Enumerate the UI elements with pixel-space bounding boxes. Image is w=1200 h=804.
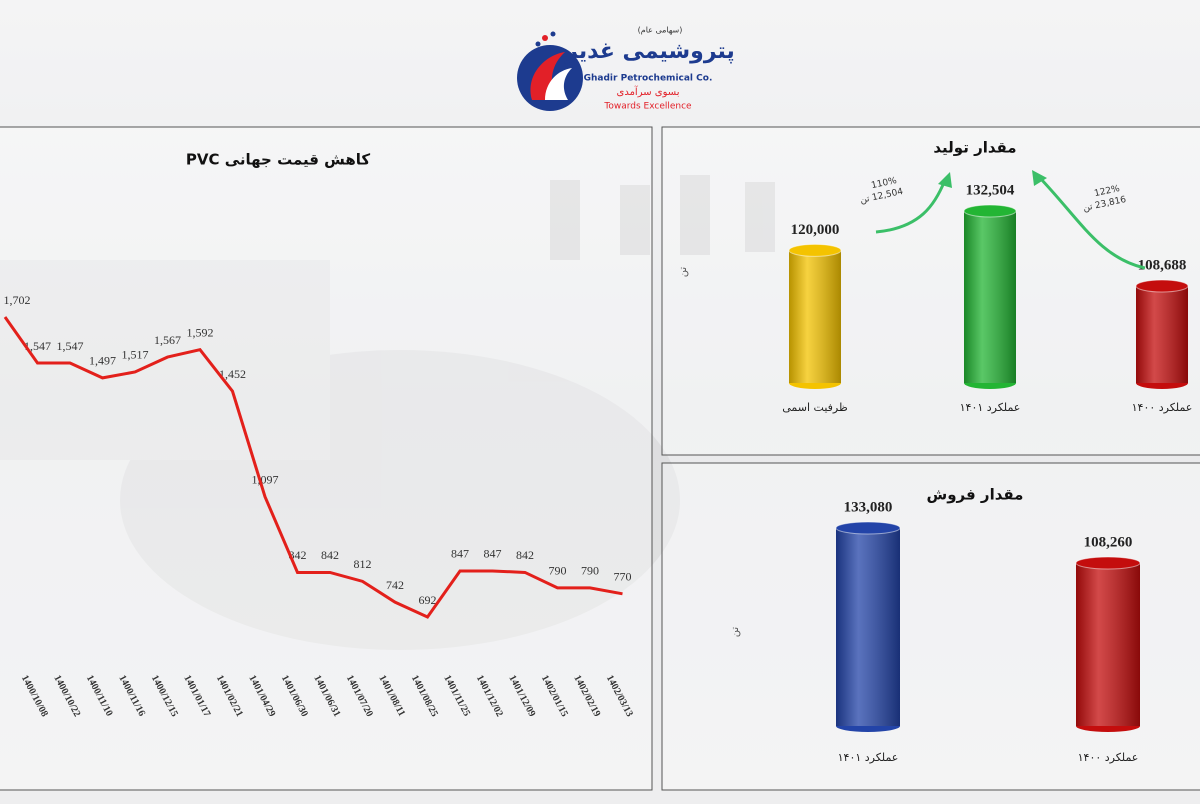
- category-label: عملکرد ۱۴۰۱: [838, 751, 899, 764]
- data-label: 132,504: [966, 182, 1015, 198]
- growth-arrow: [1038, 176, 1146, 270]
- category-label: عملکرد ۱۴۰۰: [1132, 401, 1193, 414]
- cylinder-shade: [789, 250, 841, 383]
- chart-title: مقدار فروش: [927, 486, 1024, 504]
- cylinder-top: [788, 243, 842, 257]
- data-label: 742: [386, 578, 404, 592]
- data-label: 1,567: [154, 333, 181, 347]
- arrow-head: [1032, 170, 1047, 186]
- data-label: 847: [451, 547, 469, 561]
- unit-label: تن: [678, 267, 689, 278]
- data-label: 812: [354, 557, 372, 571]
- cylinder-top: [963, 204, 1017, 218]
- logo-text: پتروشیمی غدیر: [564, 39, 735, 64]
- category-label: عملکرد ۱۴۰۱: [960, 401, 1021, 414]
- data-label: 1,517: [122, 348, 149, 362]
- cylinder-shade: [1076, 563, 1140, 726]
- data-label: 133,080: [844, 499, 893, 515]
- data-label: 1,547: [57, 339, 84, 353]
- data-label: 842: [321, 548, 339, 562]
- data-label: 847: [484, 547, 502, 561]
- data-label: 1,497: [89, 354, 116, 368]
- chart-title: کاهش قیمت جهانی PVC: [186, 151, 371, 169]
- cylinder-shade: [964, 211, 1016, 383]
- slogan-fa: بسوی سرآمدی: [617, 85, 680, 98]
- data-label: 1,592: [187, 325, 214, 339]
- category-label: عملکرد ۱۴۰۰: [1078, 751, 1139, 764]
- cylinder-top: [1075, 556, 1141, 570]
- logo-flame: [545, 68, 572, 100]
- growth-arrow: [875, 179, 947, 234]
- slogan-en: Towards Excellence: [603, 102, 692, 112]
- data-label: 120,000: [791, 222, 840, 238]
- cylinder-bar: [835, 521, 901, 732]
- cylinder-shade: [1136, 286, 1188, 383]
- cylinder-top: [835, 521, 901, 535]
- category-label: ظرفیت اسمی: [782, 401, 848, 414]
- unit-label: تن: [730, 627, 741, 638]
- data-label: 790: [549, 564, 567, 578]
- data-label: 790: [581, 564, 599, 578]
- logo-flame: [530, 52, 565, 100]
- cylinder-bar: [963, 204, 1017, 389]
- logo: پتروشیمی غدیر (سهامی عام) Ghadir Petroch…: [517, 26, 735, 112]
- backdrop-shapes: [0, 175, 775, 650]
- line: [3, 316, 623, 619]
- data-label: 842: [516, 548, 534, 562]
- production-panel: [661, 126, 1200, 456]
- arrow-head: [938, 172, 952, 188]
- line-panel: [0, 126, 653, 791]
- data-label: 1,097: [252, 472, 279, 486]
- company-en: Ghadir Petrochemical Co.: [584, 74, 713, 84]
- data-label: 770: [614, 570, 632, 584]
- data-label: 692: [419, 593, 437, 607]
- company-type: (سهامی عام): [638, 26, 683, 35]
- data-label: 108,260: [1084, 534, 1133, 550]
- data-label: 108,688: [1138, 257, 1187, 273]
- cylinder-bar: [1075, 556, 1141, 732]
- data-label: 1,452: [219, 367, 246, 381]
- data-label: 1,702: [4, 293, 31, 307]
- data-label: 1,547: [24, 339, 51, 353]
- cylinder-shade: [836, 528, 900, 726]
- cylinder-bar: [1135, 279, 1189, 389]
- cylinder-bar: [788, 243, 842, 389]
- cylinder-top: [1135, 279, 1189, 293]
- chart-title: مقدار تولید: [933, 139, 1016, 157]
